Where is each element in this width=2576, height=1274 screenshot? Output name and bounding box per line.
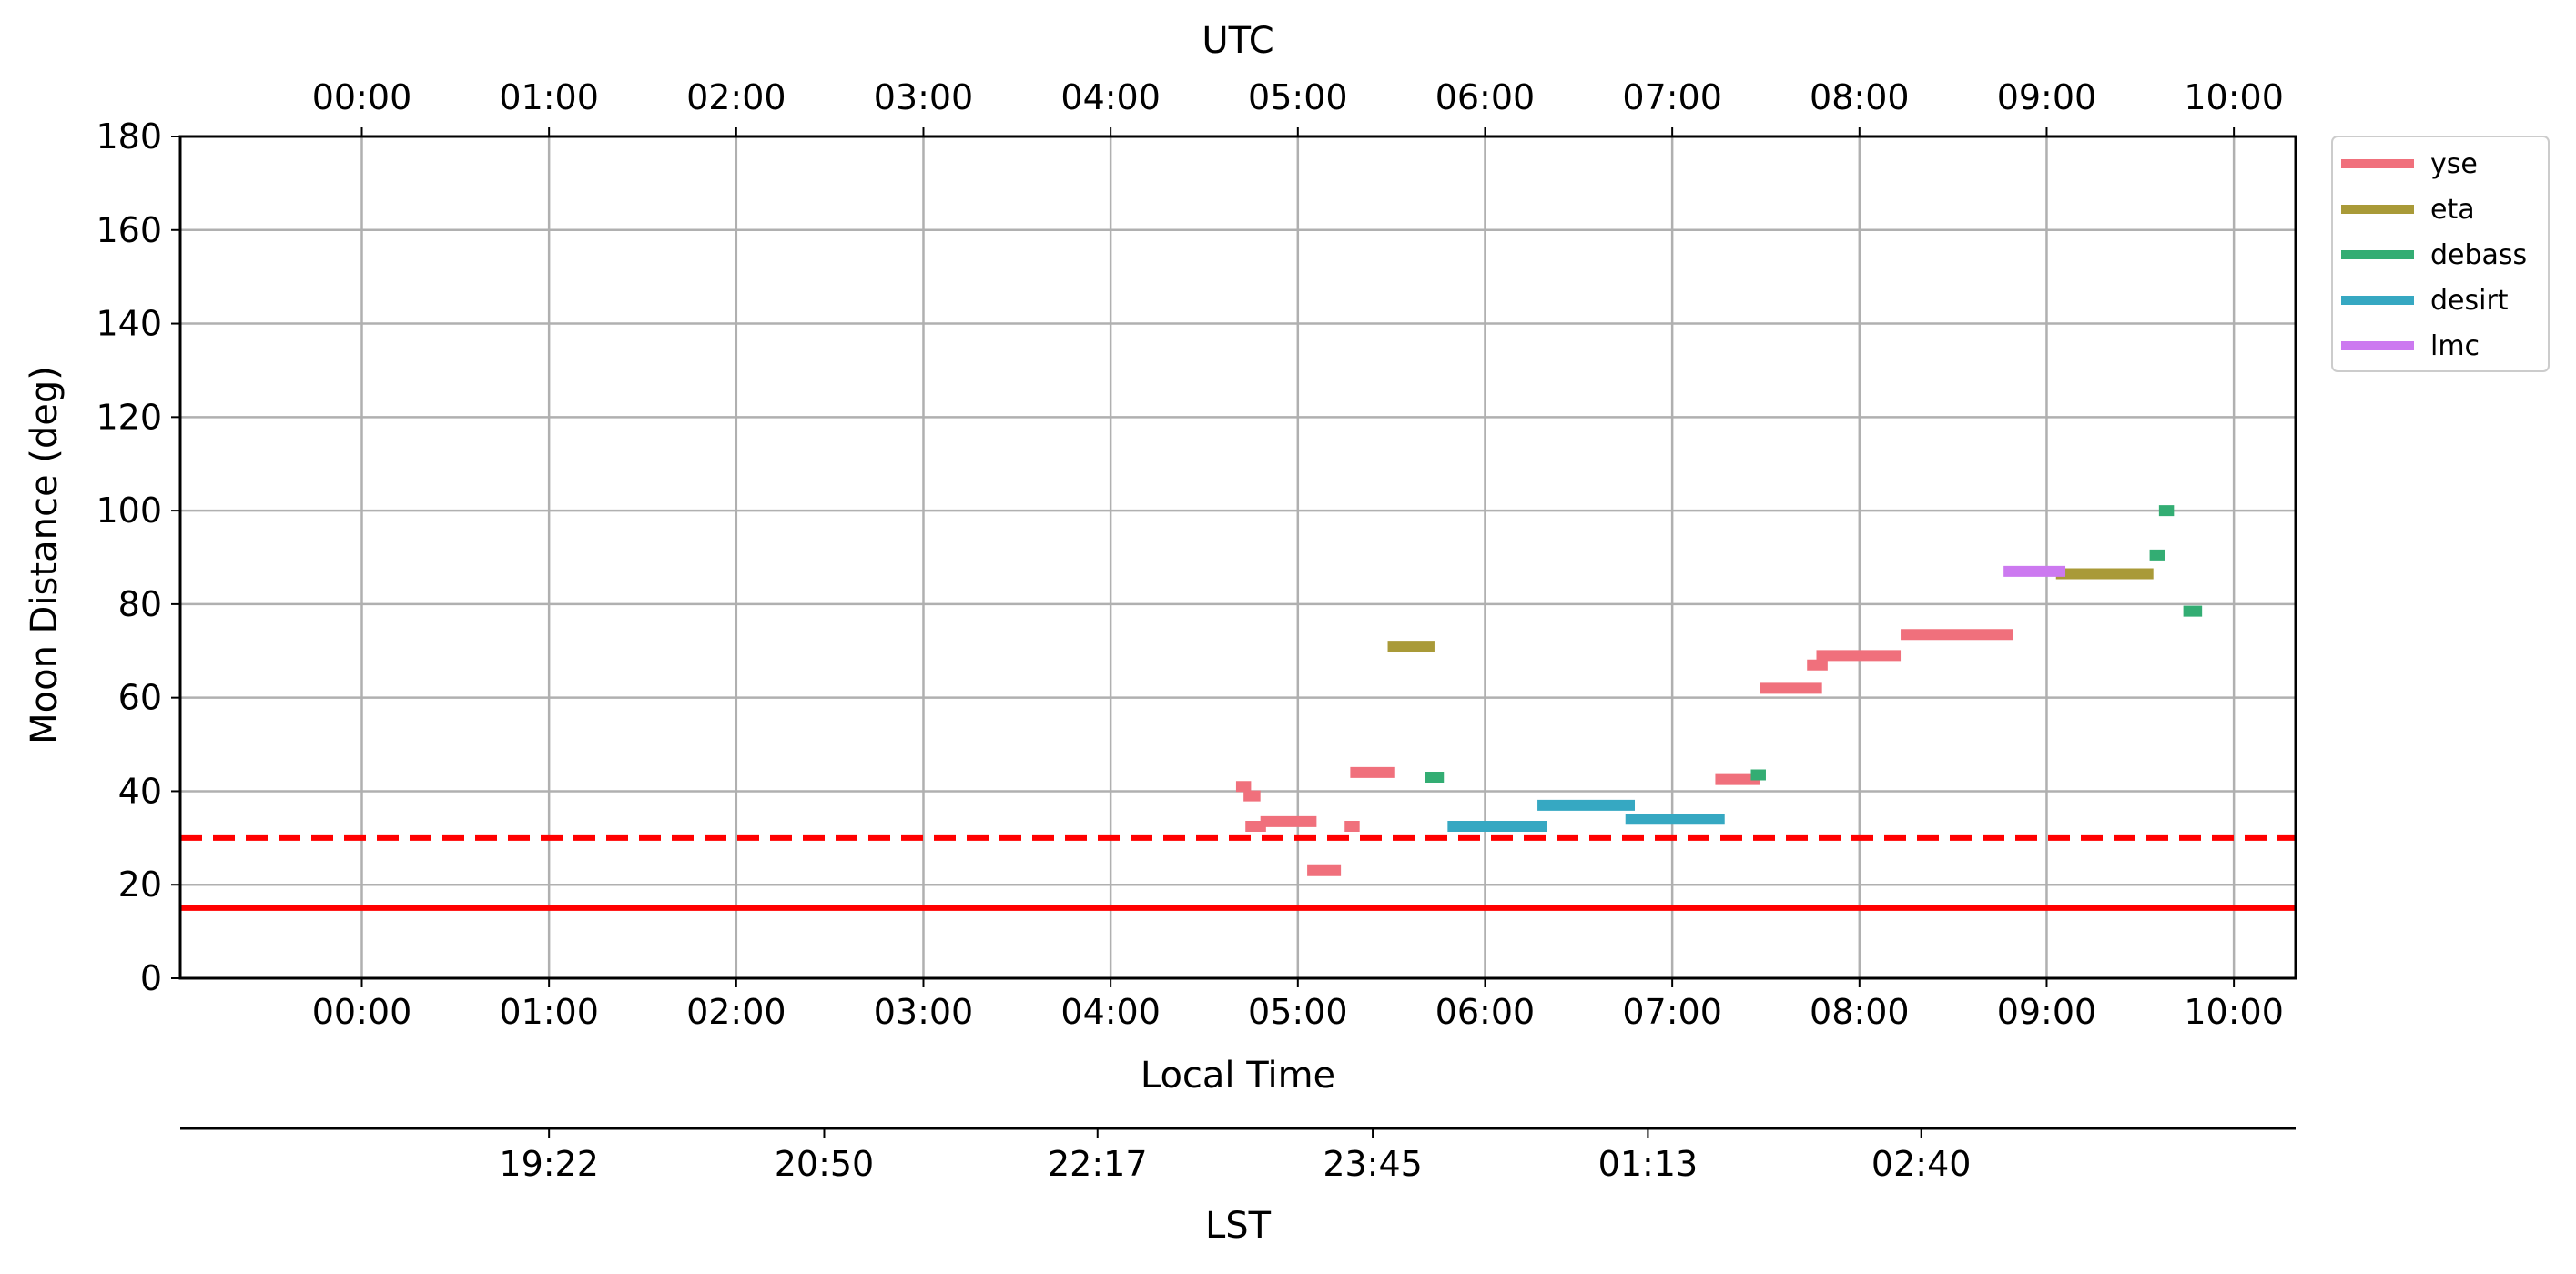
x-tick-label: 01:00 — [499, 992, 599, 1032]
legend-label-lmc: lmc — [2430, 330, 2480, 362]
utc-tick-label: 01:00 — [499, 77, 599, 117]
y-axis-label: Moon Distance (deg) — [24, 366, 66, 744]
lst-axis-label: LST — [1205, 1205, 1272, 1247]
x-tick-label: 03:00 — [874, 992, 974, 1032]
utc-tick-label: 04:00 — [1060, 77, 1161, 117]
y-tick-label: 120 — [96, 397, 162, 437]
x-tick-label: 10:00 — [2184, 992, 2284, 1032]
x-tick-label: 05:00 — [1248, 992, 1348, 1032]
lst-tick-label: 20:50 — [775, 1144, 875, 1184]
utc-tick-label: 06:00 — [1435, 77, 1536, 117]
legend-label-desirt: desirt — [2430, 285, 2509, 317]
legend-label-eta: eta — [2430, 194, 2475, 226]
utc-tick-label: 07:00 — [1622, 77, 1722, 117]
utc-tick-label: 05:00 — [1248, 77, 1348, 117]
lst-tick-label: 01:13 — [1598, 1144, 1699, 1184]
series-segments — [1235, 505, 2203, 876]
axes: 00:00 01:00 02:00 03:00 04:00 05:00 06:00 07:00… — [96, 77, 2296, 1184]
lst-tick-label: 22:17 — [1048, 1144, 1148, 1184]
utc-tick-label: 03:00 — [874, 77, 974, 117]
utc-tick-label: 10:00 — [2184, 77, 2284, 117]
x-axis-label: Local Time — [1141, 1055, 1335, 1097]
y-tick-label: 80 — [118, 584, 162, 624]
y-tick-label: 40 — [118, 771, 162, 811]
x-tick-label: 09:00 — [1997, 992, 2097, 1032]
y-tick-label: 60 — [118, 678, 162, 718]
legend-label-yse: yse — [2430, 148, 2478, 180]
y-tick-label: 20 — [118, 864, 162, 905]
legend-frame — [2331, 136, 2550, 372]
utc-tick-label: 02:00 — [686, 77, 786, 117]
x-tick-label: 06:00 — [1435, 992, 1536, 1032]
y-tick-label: 100 — [96, 490, 162, 531]
x-tick-label: 08:00 — [1810, 992, 1910, 1032]
threshold-lines — [180, 834, 2296, 911]
y-tick-label: 0 — [140, 958, 162, 998]
x-tick-label: 07:00 — [1622, 992, 1722, 1032]
lst-tick-label: 23:45 — [1323, 1144, 1423, 1184]
top-axis-label: UTC — [1202, 20, 1273, 62]
x-tick-label: 02:00 — [686, 992, 786, 1032]
lst-tick-label: 19:22 — [499, 1144, 599, 1184]
y-tick-label: 180 — [96, 116, 162, 157]
utc-tick-label: 08:00 — [1810, 77, 1910, 117]
utc-tick-label: 09:00 — [1997, 77, 2097, 117]
y-tick-label: 140 — [96, 304, 162, 344]
y-tick-label: 160 — [96, 210, 162, 250]
plot-frame — [178, 135, 2297, 980]
x-tick-label: 04:00 — [1060, 992, 1161, 1032]
utc-tick-label: 00:00 — [312, 77, 412, 117]
grid — [180, 136, 2296, 978]
legend: yse eta debass desirt lmc — [2331, 136, 2550, 372]
lst-tick-label: 02:40 — [1871, 1144, 1972, 1184]
x-tick-label: 00:00 — [312, 992, 412, 1032]
legend-label-debass: debass — [2430, 239, 2527, 271]
